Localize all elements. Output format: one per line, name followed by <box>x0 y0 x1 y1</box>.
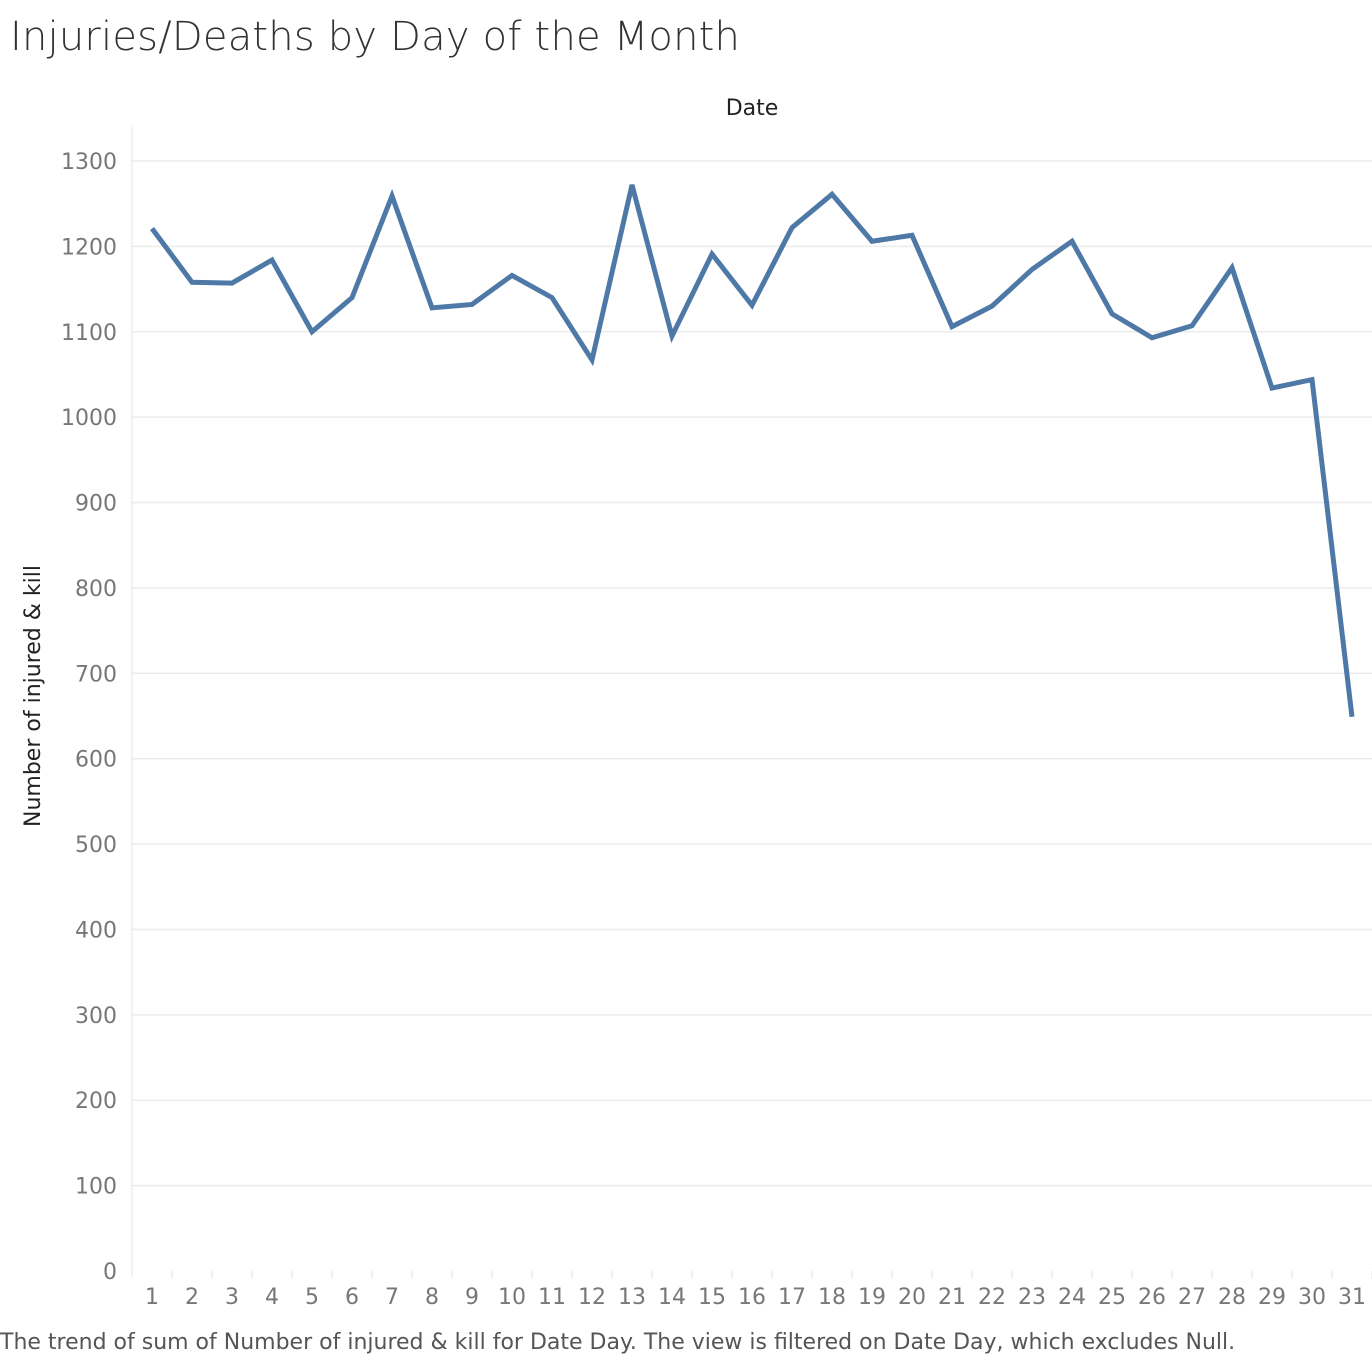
y-tick-label: 800 <box>75 577 117 602</box>
chart-title: Injuries/Deaths by Day of the Month <box>10 14 741 60</box>
y-tick-label: 1300 <box>61 150 117 175</box>
x-tick-label: 2 <box>185 1285 199 1310</box>
x-tick-label: 26 <box>1138 1285 1166 1310</box>
y-tick-label: 500 <box>75 833 117 858</box>
y-tick-label: 700 <box>75 662 117 687</box>
x-tick-label: 5 <box>305 1285 319 1310</box>
x-tick-label: 10 <box>498 1285 526 1310</box>
y-tick-label: 900 <box>75 492 117 517</box>
x-tick-label: 11 <box>538 1285 566 1310</box>
y-tick-label: 600 <box>75 748 117 773</box>
chart-caption: The trend of sum of Number of injured & … <box>0 1330 1236 1355</box>
y-tick-label: 300 <box>75 1004 117 1029</box>
x-tick-label: 14 <box>658 1285 686 1310</box>
series-layer <box>149 184 1355 718</box>
y-axis-title: Number of injured & kill <box>21 565 46 827</box>
x-tick-label: 23 <box>1018 1285 1046 1310</box>
x-tick-label: 6 <box>345 1285 359 1310</box>
x-tick-labels: 1 2 3 4 5 6 7 8 9 10 11 12 13 14 15 16 17 18 19 20 21 22 23 24 2… <box>145 1271 1372 1310</box>
x-tick-label: 19 <box>858 1285 886 1310</box>
x-tick-label: 22 <box>978 1285 1006 1310</box>
x-tick-label: 20 <box>898 1285 926 1310</box>
y-tick-label: 100 <box>75 1175 117 1200</box>
x-tick-label: 7 <box>385 1285 399 1310</box>
y-tick-label: 200 <box>75 1089 117 1114</box>
x-tick-label: 25 <box>1098 1285 1126 1310</box>
y-tick-label: 1200 <box>61 235 117 260</box>
gridlines <box>132 160 1372 1187</box>
x-tick-label: 31 <box>1338 1285 1366 1310</box>
x-tick-label: 18 <box>818 1285 846 1310</box>
x-tick-label: 13 <box>618 1285 646 1310</box>
x-axis-title: Date <box>726 96 779 121</box>
x-tick-label: 28 <box>1218 1285 1246 1310</box>
x-tick-label: 24 <box>1058 1285 1086 1310</box>
line-chart: 0 100 200 300 400 500 600 700 800 900 1000 1100 1200… <box>21 96 1372 1310</box>
x-tick-label: 16 <box>738 1285 766 1310</box>
x-tick-label: 17 <box>778 1285 806 1310</box>
y-tick-label: 0 <box>103 1260 117 1285</box>
y-tick-labels: 0 100 200 300 400 500 600 700 800 900 1000 1100 1200… <box>61 150 117 1285</box>
y-tick-label: 1000 <box>61 406 117 431</box>
x-tick-label: 29 <box>1258 1285 1286 1310</box>
x-tick-label: 27 <box>1178 1285 1206 1310</box>
x-tick-label: 3 <box>225 1285 239 1310</box>
x-tick-label: 9 <box>465 1285 479 1310</box>
x-tick-label: 21 <box>938 1285 966 1310</box>
x-tick-label: 12 <box>578 1285 606 1310</box>
x-tick-label: 30 <box>1298 1285 1326 1310</box>
x-tick-label: 1 <box>145 1285 159 1310</box>
x-tick-label: 4 <box>265 1285 279 1310</box>
x-tick-label: 15 <box>698 1285 726 1310</box>
y-tick-label: 400 <box>75 918 117 943</box>
y-tick-label: 1100 <box>61 321 117 346</box>
x-tick-label: 8 <box>425 1285 439 1310</box>
series-line <box>149 184 1355 718</box>
